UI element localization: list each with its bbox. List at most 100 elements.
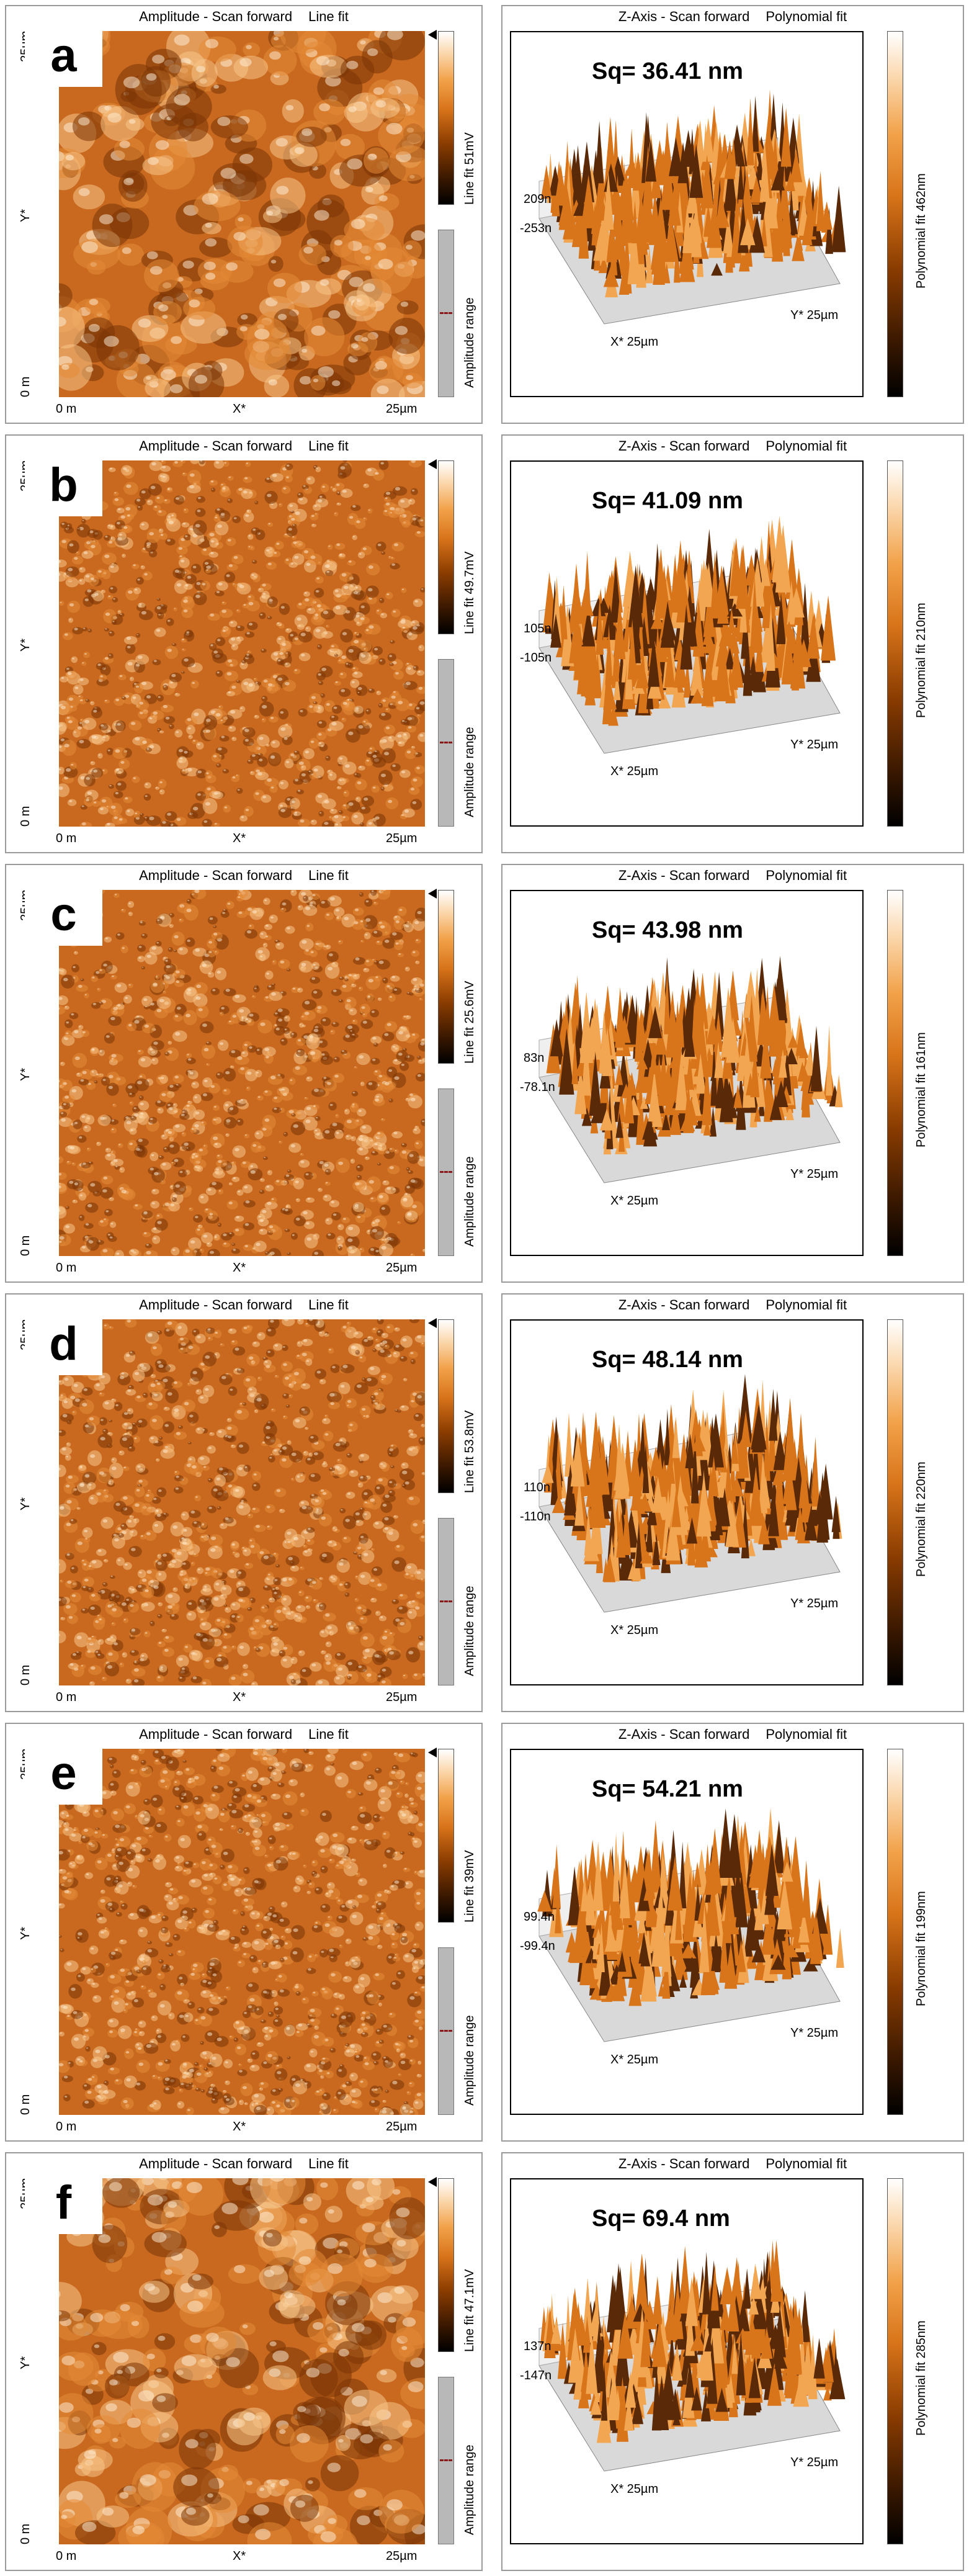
amplitude-panel: Amplitude - Scan forward Line fit 25µm Y*… (5, 864, 483, 1283)
y-axis-bottom-label: 0 m (19, 2523, 32, 2544)
amplitude-panel: Amplitude - Scan forward Line fit 25µm Y*… (5, 1293, 483, 1712)
amplitude-title-text: Amplitude - Scan forward (139, 1726, 293, 1742)
afm-row: Amplitude - Scan forward Line fit 25µm Y*… (5, 2152, 964, 2571)
amplitude-panel: Amplitude - Scan forward Line fit 25µm Y*… (5, 434, 483, 853)
y-axis-mid-label: Y* (19, 1067, 32, 1081)
amplitude-range-marker[interactable] (440, 742, 452, 743)
x-axis-start-label: 0 m (56, 2120, 77, 2134)
amplitude-title-text: Amplitude - Scan forward (139, 1297, 293, 1313)
zaxis-panel: Z-Axis - Scan forward Polynomial fit Sq= … (501, 1293, 964, 1712)
surface-3d-render (538, 516, 841, 754)
zaxis-panel: Z-Axis - Scan forward Polynomial fit Sq= … (501, 2152, 964, 2571)
z-max-label: 99.4n (524, 1910, 555, 1924)
z-max-label: 110n (524, 1481, 551, 1494)
afm-row: Amplitude - Scan forward Line fit 25µm Y*… (5, 1723, 964, 2142)
amplitude-range-marker[interactable] (440, 2459, 452, 2461)
x-axis-3d-label: X* 25µm (610, 1194, 659, 1208)
z-min-label: -78.1n (520, 1080, 555, 1094)
amplitude-range-slider[interactable] (438, 2377, 454, 2544)
polynomial-fit-title-text: Polynomial fit (766, 438, 847, 454)
amplitude-panel-title: Amplitude - Scan forward Line fit (6, 1297, 481, 1313)
x-axis-mid-label: X* (233, 2549, 246, 2563)
x-axis-end-label: 25µm (386, 832, 418, 845)
sq-roughness-value: Sq= 43.98 nm (592, 917, 743, 943)
scale-pointer-icon (428, 889, 437, 899)
amplitude-range-slider[interactable] (438, 230, 454, 397)
y-axis-mid-label: Y* (19, 209, 32, 222)
zaxis-title-text: Z-Axis - Scan forward (618, 1726, 750, 1742)
panel-letter: d (25, 1313, 102, 1375)
zaxis-title-text: Z-Axis - Scan forward (618, 1297, 750, 1313)
x-axis-mid-label: X* (233, 402, 246, 416)
scale-pointer-icon (428, 30, 437, 40)
zaxis-panel-title: Z-Axis - Scan forward Polynomial fit (502, 9, 963, 25)
surface-3d-render (538, 956, 843, 1183)
height-color-scale (887, 890, 903, 1256)
amplitude-range-slider[interactable] (438, 1088, 454, 1256)
scale-pointer-icon (428, 2177, 437, 2187)
sq-roughness-value: Sq= 48.14 nm (592, 1347, 743, 1373)
height-color-scale (887, 460, 903, 827)
surface-3d-plot: Sq= 69.4 nm 137n -147n X* 25µm Y* 25µm (510, 2178, 864, 2544)
x-axis-end-label: 25µm (386, 1690, 418, 1704)
surface-3d-render (537, 1808, 844, 2042)
zaxis-title-text: Z-Axis - Scan forward (618, 9, 750, 24)
amplitude-title-text: Amplitude - Scan forward (139, 2156, 293, 2171)
amplitude-scale-label: Line fit 51mV (463, 132, 476, 205)
x-axis-end-label: 25µm (386, 402, 418, 416)
zaxis-panel-title: Z-Axis - Scan forward Polynomial fit (502, 2156, 963, 2172)
panel-letter: c (25, 884, 102, 946)
amplitude-range-slider[interactable] (438, 659, 454, 827)
amplitude-range-marker[interactable] (440, 1600, 452, 1602)
amplitude-range-label: Amplitude range (463, 1156, 476, 1247)
panel-letter: a (25, 25, 102, 87)
x-axis-mid-label: X* (233, 1261, 246, 1275)
scale-pointer-icon (428, 1318, 437, 1328)
y-axis-bottom-label: 0 m (19, 376, 32, 397)
x-axis-3d-label: X* 25µm (610, 335, 659, 349)
surface-3d-plot: Sq= 43.98 nm 83n -78.1n X* 25µm Y* 25µm (510, 890, 864, 1256)
sq-roughness-value: Sq= 69.4 nm (592, 2206, 730, 2232)
z-max-label: 83n (524, 1051, 545, 1065)
amplitude-range-marker[interactable] (440, 312, 452, 314)
amplitude-range-slider[interactable] (438, 1518, 454, 1685)
zaxis-panel: Z-Axis - Scan forward Polynomial fit Sq= … (501, 864, 964, 1283)
z-max-label: 105n (524, 622, 551, 635)
panel-letter: b (25, 454, 102, 516)
height-color-scale (887, 1749, 903, 2115)
height-color-scale (887, 2178, 903, 2544)
z-min-label: -105n (520, 651, 552, 665)
zaxis-panel-title: Z-Axis - Scan forward Polynomial fit (502, 868, 963, 884)
zaxis-title-text: Z-Axis - Scan forward (618, 438, 750, 454)
surface-3d-plot: Sq= 54.21 nm 99.4n -99.4n X* 25µm Y* 25µ… (510, 1749, 864, 2115)
y-axis-mid-label: Y* (19, 1926, 32, 1940)
z-min-label: -110n (520, 1510, 551, 1524)
height-color-scale (887, 31, 903, 397)
amplitude-image (59, 31, 425, 397)
line-fit-title-text: Line fit (308, 438, 349, 454)
zaxis-panel-title: Z-Axis - Scan forward Polynomial fit (502, 438, 963, 454)
amplitude-range-marker[interactable] (440, 2030, 452, 2032)
amplitude-scale-label: Line fit 39mV (463, 1850, 476, 1923)
zaxis-panel: Z-Axis - Scan forward Polynomial fit Sq= … (501, 434, 964, 853)
amplitude-color-scale (438, 31, 454, 205)
x-axis-start-label: 0 m (56, 1261, 77, 1275)
afm-row: Amplitude - Scan forward Line fit 25µm Y*… (5, 864, 964, 1283)
y-axis-mid-label: Y* (19, 1497, 32, 1510)
amplitude-range-label: Amplitude range (463, 1586, 476, 1676)
z-min-label: -253n (520, 222, 552, 235)
surface-3d-plot: Sq= 36.41 nm 209n -253n X* 25µm Y* 25µm (510, 31, 864, 397)
amplitude-range-slider[interactable] (438, 1947, 454, 2115)
sq-roughness-value: Sq= 41.09 nm (592, 488, 743, 514)
scale-pointer-icon (428, 1748, 437, 1757)
amplitude-range-label: Amplitude range (463, 2015, 476, 2106)
y-axis-bottom-label: 0 m (19, 806, 32, 827)
sq-roughness-value: Sq= 36.41 nm (592, 58, 743, 84)
surface-3d-render (538, 89, 846, 325)
amplitude-image (59, 2178, 425, 2544)
polynomial-scale-label: Polynomial fit 210nm (914, 603, 928, 718)
amplitude-color-scale (438, 1749, 454, 1923)
amplitude-color-scale (438, 460, 454, 634)
amplitude-range-marker[interactable] (440, 1171, 452, 1173)
y-axis-bottom-label: 0 m (19, 1235, 32, 1256)
